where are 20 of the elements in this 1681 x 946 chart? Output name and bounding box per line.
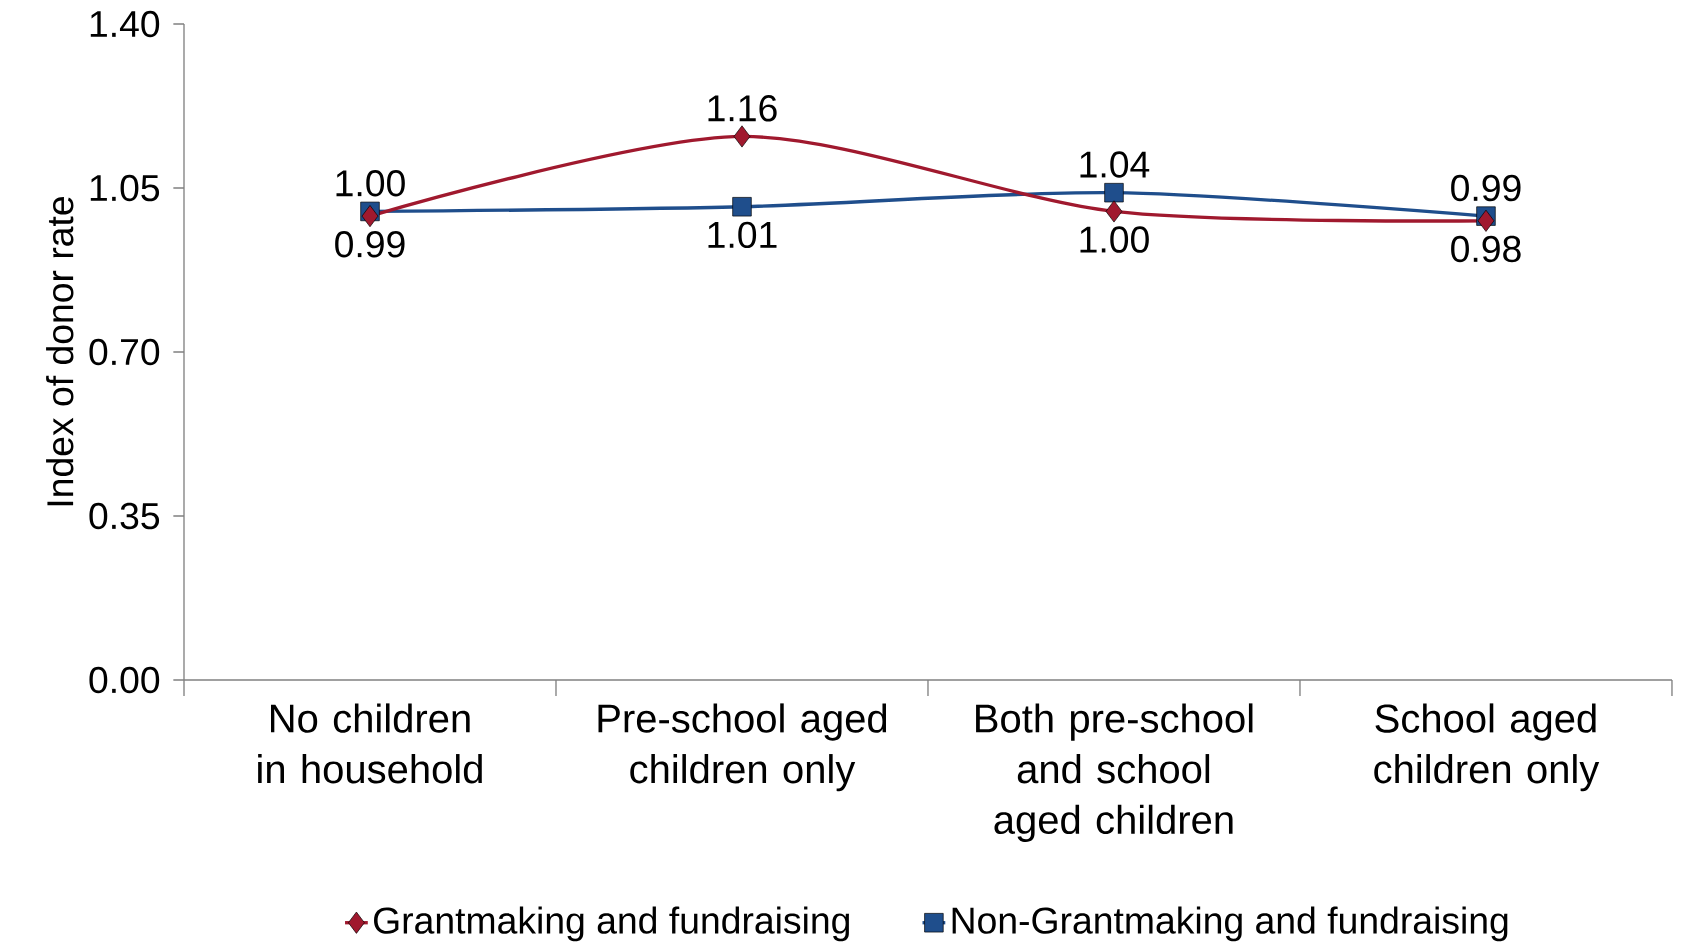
- y-tick-label: 0.70: [89, 338, 160, 366]
- x-tick-label: School aged children only: [1374, 703, 1600, 792]
- data-label: 1.04: [1080, 151, 1150, 178]
- data-label: 0.99: [1451, 174, 1521, 202]
- data-label: 1.16: [708, 95, 777, 122]
- data-label: 1.00: [1080, 226, 1149, 253]
- x-tick-label: No children in household: [258, 703, 482, 784]
- x-tick-label: Pre-school aged children only: [598, 703, 887, 792]
- x-tick-label: Both pre-school and school aged children: [976, 703, 1253, 842]
- legend-label: Grantmaking and fundraising: [374, 906, 850, 942]
- data-label: 0.99: [335, 231, 405, 258]
- y-tick-label: 1.40: [90, 10, 160, 38]
- y-tick-label: 0.35: [89, 502, 160, 530]
- y-axis-title: Index of donor rate: [46, 197, 74, 506]
- y-tick-label: 1.05: [90, 174, 160, 202]
- legend-label: Non-Grantmaking and fundraising: [952, 906, 1508, 942]
- data-label: 1.01: [708, 221, 777, 249]
- data-label: 0.98: [1451, 235, 1521, 263]
- data-label: 1.00: [336, 170, 405, 197]
- y-tick-label: 0.00: [89, 666, 160, 694]
